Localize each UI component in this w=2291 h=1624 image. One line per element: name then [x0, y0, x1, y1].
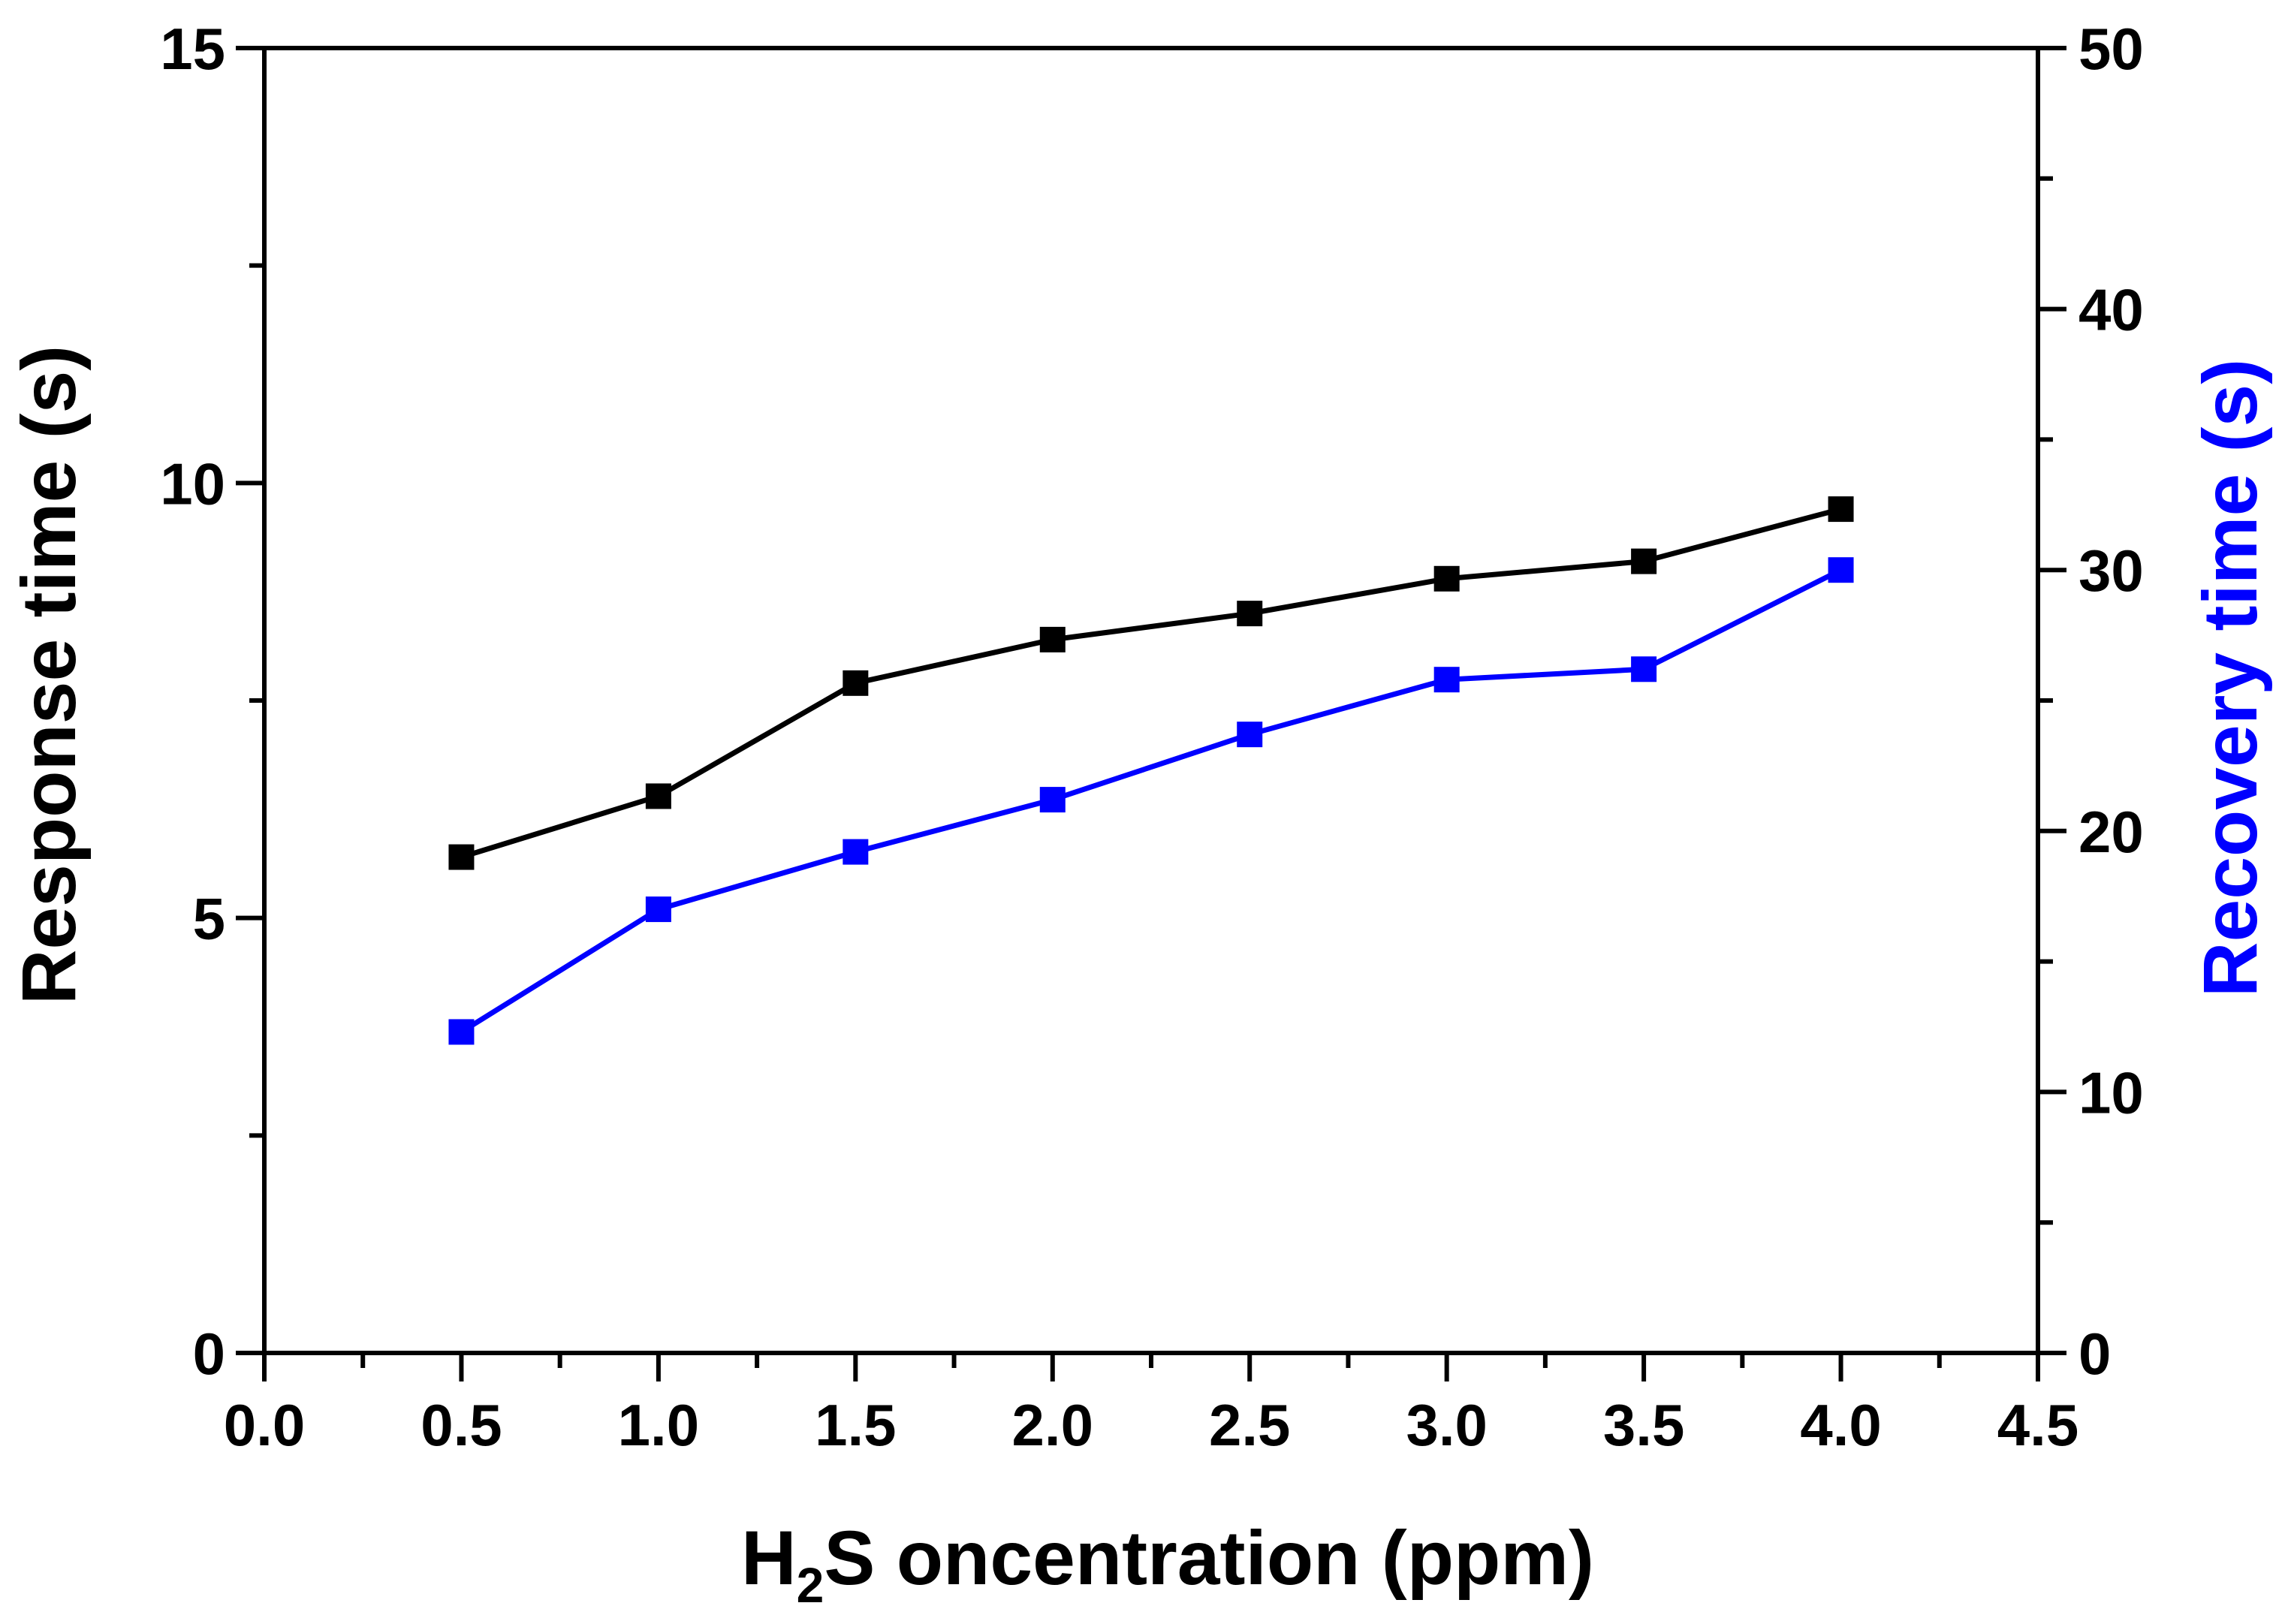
y-left-tick-label: 15 — [160, 16, 225, 82]
response-time-marker — [843, 670, 869, 696]
x-axis-title-subscript: 2 — [797, 1557, 824, 1613]
x-axis-title-prefix: H — [741, 1515, 797, 1601]
y-right-axis-title: Recovery time (s) — [2187, 359, 2273, 997]
y-left-tick-label: 10 — [160, 450, 225, 517]
recovery-time-line — [460, 568, 1843, 1035]
recovery-time-marker — [1433, 667, 1460, 693]
y-right-tick-label: 40 — [2078, 277, 2144, 343]
response-time-marker — [1631, 548, 1657, 574]
axis-ticks — [236, 46, 2066, 1381]
x-tick-label: 1.0 — [618, 1392, 699, 1458]
response-time-marker — [1433, 565, 1460, 592]
x-tick-label: 2.0 — [1012, 1392, 1093, 1458]
y-right-tick-label: 50 — [2078, 16, 2144, 82]
plot-frame — [262, 46, 2040, 1355]
x-tick-label: 0.5 — [421, 1392, 502, 1458]
x-axis-title: H2S oncentration (ppm) — [741, 1515, 1594, 1613]
x-tick-label: 4.0 — [1800, 1392, 1881, 1458]
y-left-tick-label: 0 — [193, 1321, 225, 1387]
recovery-time-marker — [843, 839, 869, 865]
recovery-time-marker — [1631, 656, 1657, 682]
y-right-tick-label: 20 — [2078, 799, 2144, 865]
response-time-marker — [1828, 496, 1854, 523]
y-right-tick-label: 30 — [2078, 538, 2144, 604]
x-axis-title-suffix: S oncentration (ppm) — [824, 1515, 1594, 1601]
x-tick-label: 2.5 — [1209, 1392, 1290, 1458]
y-left-tick-label: 5 — [193, 886, 225, 952]
response-time-marker — [448, 844, 475, 870]
recovery-time-marker — [1237, 722, 1263, 748]
recovery-time-marker — [645, 896, 671, 923]
recovery-time-marker — [448, 1019, 475, 1045]
response-time-marker — [1039, 626, 1066, 652]
x-tick-label: 4.5 — [1997, 1392, 2078, 1458]
response-time-line — [460, 506, 1842, 860]
recovery-time-marker — [1039, 787, 1066, 813]
series-layer — [448, 496, 1854, 1045]
y-right-tick-label: 10 — [2078, 1059, 2144, 1125]
recovery-time-marker — [1828, 557, 1854, 583]
x-tick-label: 3.0 — [1406, 1392, 1487, 1458]
y-left-axis-title: Response time (s) — [6, 345, 92, 1005]
x-tick-label: 1.5 — [815, 1392, 896, 1458]
y-right-tick-label: 0 — [2078, 1321, 2111, 1387]
x-tick-label: 0.0 — [224, 1392, 305, 1458]
response-time-marker — [645, 783, 671, 809]
axis-tick-labels: 0.0 0.5 1.0 1.5 2.0 2.5 3.0 3.5 4.0 4.50510150102… — [160, 16, 2144, 1458]
x-tick-label: 3.5 — [1603, 1392, 1684, 1458]
response-time-marker — [1237, 601, 1263, 627]
